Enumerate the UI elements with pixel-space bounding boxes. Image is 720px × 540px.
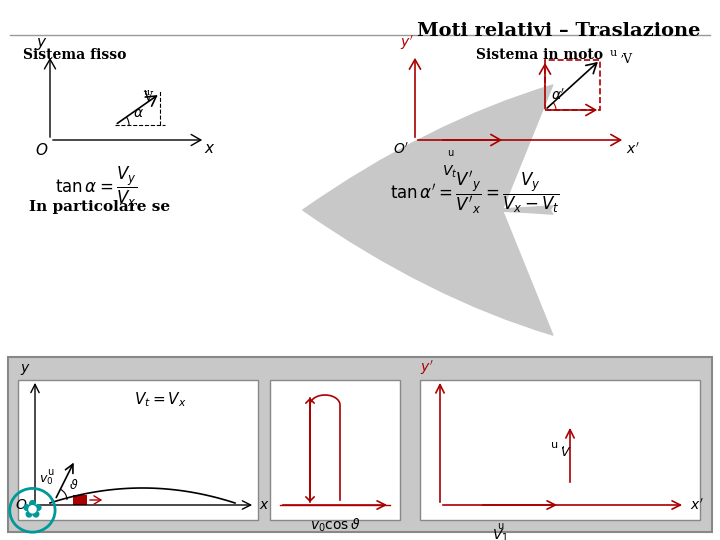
Text: u ,: u , <box>551 440 565 450</box>
Text: $O'$: $O'$ <box>393 142 409 157</box>
Text: $V_t$: $V_t$ <box>442 164 458 180</box>
Text: ✿: ✿ <box>22 498 43 522</box>
Text: Moti relativi – Traslazione: Moti relativi – Traslazione <box>417 22 700 40</box>
Bar <box>73 495 87 505</box>
Text: $V$: $V$ <box>560 446 572 458</box>
Text: $y$: $y$ <box>20 362 31 377</box>
Text: u: u <box>47 467 53 477</box>
Text: $x$: $x$ <box>204 142 216 156</box>
Text: u: u <box>497 521 503 531</box>
Text: $v_0$: $v_0$ <box>39 474 53 487</box>
Text: V: V <box>143 91 153 104</box>
Text: $O$: $O$ <box>35 142 49 158</box>
Text: $\alpha'$: $\alpha'$ <box>551 88 565 103</box>
FancyArrowPatch shape <box>303 85 553 335</box>
Text: In particolare se: In particolare se <box>30 200 171 214</box>
Bar <box>420 380 700 520</box>
Text: $O$: $O$ <box>14 498 27 512</box>
Text: $x$: $x$ <box>259 498 270 512</box>
Bar <box>18 380 258 520</box>
Text: V: V <box>622 53 631 66</box>
Text: $\tan\alpha = \dfrac{V_y}{V_x}$: $\tan\alpha = \dfrac{V_y}{V_x}$ <box>55 165 137 209</box>
Text: Sistema fisso: Sistema fisso <box>23 48 127 62</box>
Text: $\vartheta$: $\vartheta$ <box>69 478 78 492</box>
Text: $V_t = V_x$: $V_t = V_x$ <box>134 390 186 409</box>
Bar <box>8 357 712 532</box>
Text: $x'$: $x'$ <box>626 142 640 157</box>
Text: $V_1$: $V_1$ <box>492 528 508 540</box>
Text: $y$: $y$ <box>36 36 48 52</box>
Text: $y'$: $y'$ <box>420 359 434 377</box>
Text: $\alpha$: $\alpha$ <box>133 106 144 120</box>
Bar <box>545 60 600 110</box>
Text: u ,: u , <box>610 47 624 57</box>
Text: $x'$: $x'$ <box>690 497 703 512</box>
Text: $\tan\alpha' = \dfrac{V'_y}{V'_x} = \dfrac{V_y}{V_x - V_t}$: $\tan\alpha' = \dfrac{V'_y}{V'_x} = \dfr… <box>390 170 560 217</box>
Bar <box>270 380 400 520</box>
Text: u: u <box>143 88 150 97</box>
Text: $y'$: $y'$ <box>400 34 414 52</box>
Text: u: u <box>447 148 453 158</box>
Text: Sistema in moto: Sistema in moto <box>477 48 603 62</box>
Text: $v_0 \cos\vartheta$: $v_0 \cos\vartheta$ <box>310 517 360 535</box>
